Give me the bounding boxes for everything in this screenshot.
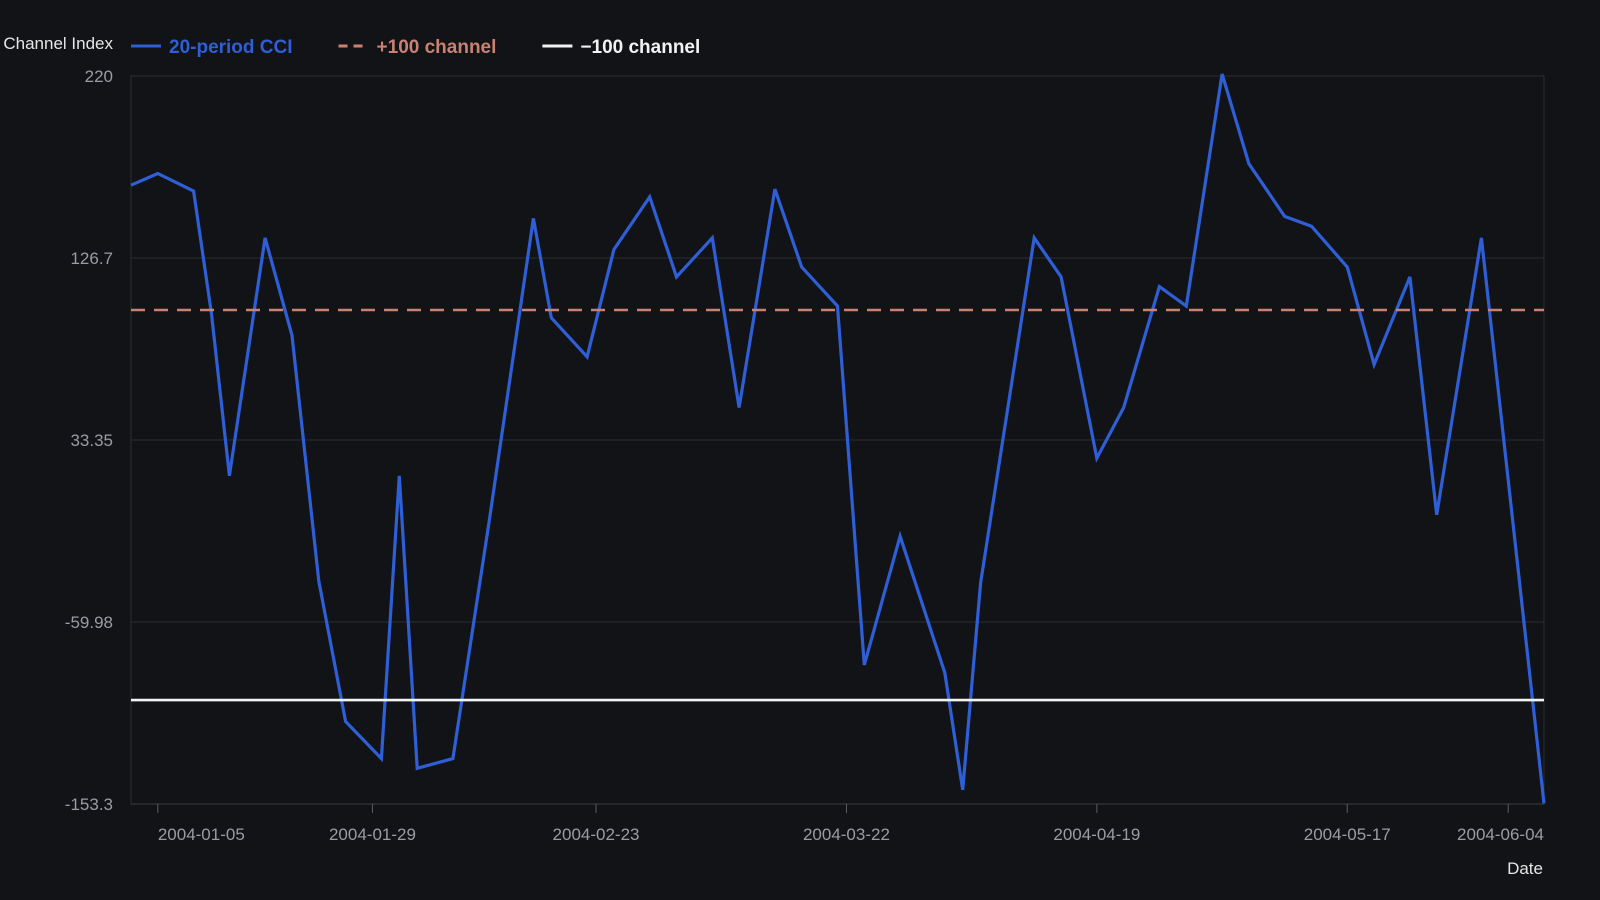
x-axis-ticks: 2004-01-05 2004-01-29 2004-02-23 2004-03-22… — [157, 804, 1544, 844]
legend-label: 20-period CCI — [169, 37, 293, 58]
x-tick-label: 2004-04-19 — [1053, 825, 1140, 844]
x-tick-label: 2004-02-23 — [553, 825, 640, 844]
y-tick-label: -153.3 — [65, 795, 113, 814]
y-tick-label: 126.7 — [70, 249, 113, 268]
legend: 20-period CCI +100 channel −100 channel — [131, 37, 700, 58]
x-tick-label: 2004-06-04 — [1457, 825, 1544, 844]
y-axis-label: Commodity Channel Index — [0, 34, 113, 53]
y-tick-label: 33.35 — [70, 431, 113, 450]
series-line-0 — [130, 73, 1546, 804]
x-tick-label: 2004-05-17 — [1304, 825, 1391, 844]
x-tick-label: 2004-03-22 — [803, 825, 890, 844]
axes — [130, 75, 1545, 805]
x-tick-label: 2004-01-29 — [329, 825, 416, 844]
y-tick-label: -59.98 — [65, 613, 113, 632]
y-tick-label: 220 — [85, 67, 113, 86]
y-axis-ticks: 220 126.7 33.35 -59.98 -153.3 — [65, 67, 113, 814]
x-axis-label: Date — [1507, 859, 1543, 878]
plot-series — [130, 73, 1546, 804]
x-tick-label: 2004-01-05 — [158, 825, 245, 844]
legend-label: +100 channel — [377, 37, 497, 58]
legend-label: −100 channel — [580, 37, 700, 58]
